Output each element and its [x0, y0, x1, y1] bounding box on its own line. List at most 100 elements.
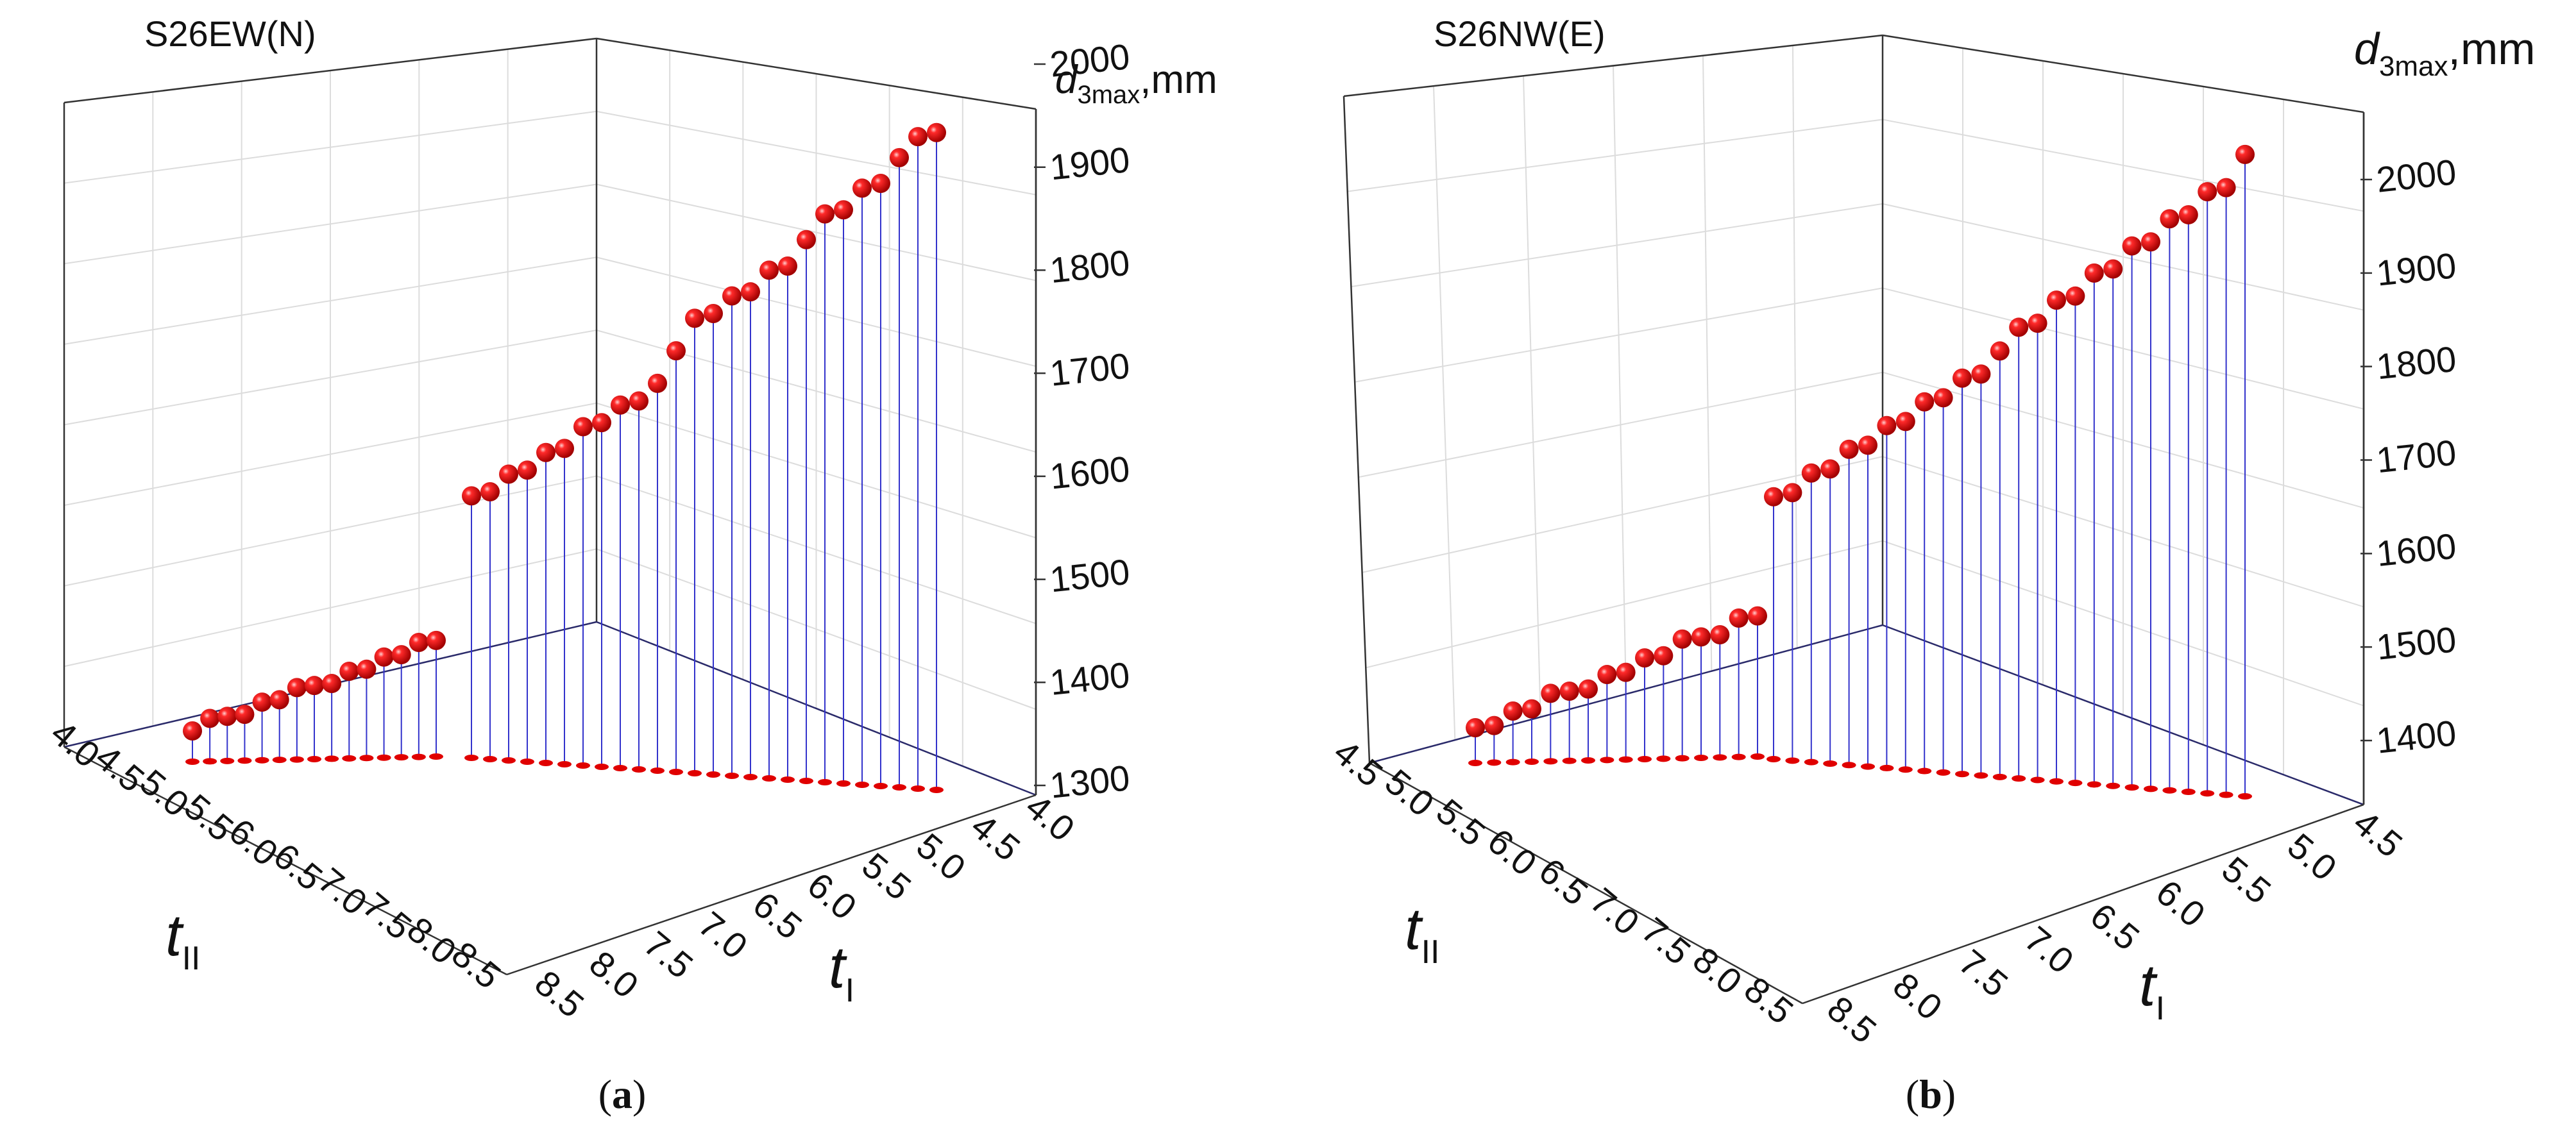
base-mark	[1656, 755, 1671, 762]
base-mark	[1638, 756, 1652, 762]
base-mark	[725, 773, 739, 779]
base-mark	[1823, 760, 1838, 767]
z-label-main: d	[1055, 58, 1079, 102]
data-point	[871, 174, 890, 194]
drop-lines-a	[192, 132, 937, 790]
z-tick-label: 1700	[2375, 432, 2458, 481]
data-point	[2216, 178, 2236, 197]
base-mark	[1487, 759, 1502, 766]
data-point	[611, 395, 630, 415]
tI-tick-label: 7.0	[2017, 918, 2081, 981]
base-mark	[2049, 778, 2063, 785]
data-point	[409, 633, 428, 653]
base-mark	[2030, 776, 2045, 783]
base-mark	[1543, 758, 1558, 765]
base-mark	[325, 755, 339, 762]
data-point	[1522, 699, 1541, 719]
base-mark	[799, 778, 813, 784]
data-point	[778, 256, 797, 276]
z-tick-label: 1300	[1048, 757, 1131, 806]
data-point	[357, 659, 377, 679]
base-mark	[502, 757, 516, 764]
data-point	[2160, 209, 2180, 229]
base-mark	[359, 755, 374, 762]
base-mark	[1468, 760, 1482, 766]
front-left-axis	[64, 746, 507, 976]
data-point	[1484, 716, 1504, 735]
base-mark	[1750, 753, 1765, 760]
data-point	[2141, 232, 2160, 252]
data-point	[629, 391, 648, 411]
z-tick-label: 1700	[1048, 345, 1131, 394]
tII-tick-label: 5.0	[1378, 761, 1442, 824]
data-point	[1466, 718, 1485, 737]
base-mark	[632, 766, 646, 773]
base-mark	[255, 757, 269, 764]
data-point	[536, 442, 555, 462]
base-mark	[1675, 755, 1690, 762]
data-point	[462, 486, 481, 506]
base-mark	[464, 755, 479, 761]
data-point	[217, 707, 237, 726]
base-mark	[595, 764, 609, 770]
front-left-axis	[1369, 762, 1803, 1005]
data-point	[2122, 236, 2142, 256]
z-tick-label: 2000	[2375, 151, 2458, 200]
base-mark	[892, 784, 906, 791]
data-point	[1933, 388, 1953, 408]
tII-tick-label: 7.5	[1634, 909, 1699, 972]
data-point	[1915, 392, 1935, 412]
data-point	[1764, 487, 1783, 507]
base-mark	[2181, 789, 2196, 796]
data-point	[908, 127, 928, 147]
base-mark	[2106, 782, 2121, 789]
data-point	[666, 341, 686, 361]
tI-tick-label: 7.5	[636, 923, 700, 986]
data-point	[480, 482, 500, 502]
base-mark	[557, 761, 572, 767]
data-point	[852, 178, 872, 198]
base-mark	[203, 758, 217, 765]
base-mark	[2238, 793, 2252, 800]
tI-label-main: t	[2139, 953, 2158, 1018]
base-mark	[2068, 780, 2083, 787]
tI-tick-label: 4.5	[2346, 802, 2410, 865]
top-right-edge	[1882, 34, 2364, 113]
z-axis-ticks-b: 1400 1500 1600 1700 1800 1900 2000	[2360, 151, 2458, 761]
data-point	[518, 460, 537, 480]
data-point	[1895, 412, 1915, 431]
data-point	[374, 647, 394, 667]
tI-axis-ticks-b: 8.5 8.0 7.5 7.0 6.5 6.0 5.5 5.0 4.5	[1820, 802, 2410, 1051]
tI-label-main: t	[829, 935, 847, 1000]
base-mark	[1767, 756, 1781, 762]
front-right-axis	[1802, 803, 2364, 1005]
data-point	[183, 721, 202, 741]
base-marks-b	[1468, 753, 2252, 800]
floor-back-right-edge	[596, 621, 1037, 796]
tII-tick-label: 8.0	[1686, 939, 1750, 1002]
z-label-sub: 3max	[1077, 81, 1140, 109]
base-mark	[1525, 758, 1539, 765]
tI-tick-label: 6.5	[745, 884, 809, 947]
tII-label-sub: II	[182, 940, 201, 977]
data-point	[1858, 435, 1877, 455]
top-right-edge	[596, 37, 1037, 110]
base-mark	[289, 756, 304, 763]
base-mark	[1861, 763, 1875, 770]
data-point	[648, 373, 667, 393]
data-point	[2084, 263, 2104, 283]
data-point	[704, 304, 723, 323]
z-tick-label: 1900	[2375, 245, 2458, 294]
top-left-edge	[64, 37, 597, 104]
base-mark	[1804, 758, 1818, 766]
tII-axis-label-a: tII	[165, 903, 200, 977]
tI-tick-label: 5.5	[854, 845, 919, 908]
base-mark	[1785, 757, 1800, 764]
base-mark	[1842, 762, 1856, 769]
data-point	[1654, 646, 1674, 666]
z-tick-label: 1800	[2375, 339, 2458, 387]
data-point	[890, 147, 909, 167]
data-point	[1729, 608, 1749, 628]
